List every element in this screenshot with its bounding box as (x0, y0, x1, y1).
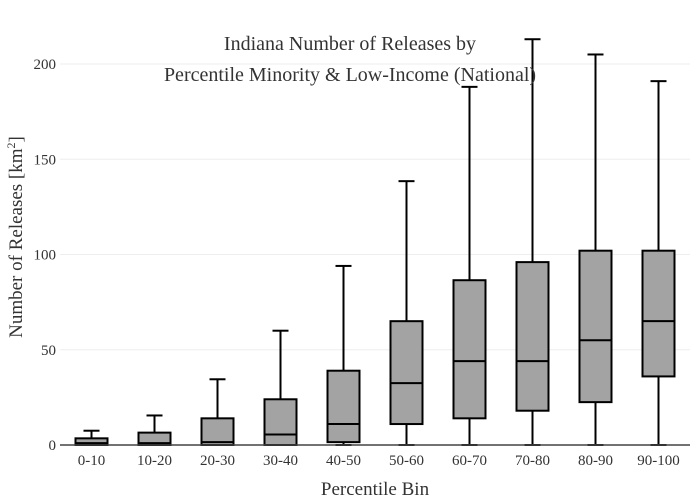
y-axis-label-main: Number of Releases [km (6, 148, 27, 338)
x-tick-label: 90-100 (637, 453, 680, 469)
y-tick-label: 50 (41, 343, 56, 359)
iqr-box (515, 261, 550, 412)
iqr-box (326, 369, 361, 444)
iqr-box (263, 398, 298, 446)
x-tick-label: 10-20 (137, 453, 172, 469)
box-90-100 (641, 80, 676, 446)
box-10-20 (137, 414, 172, 446)
y-tick-labels: 0 50 100 150 200 (34, 57, 57, 454)
x-axis-label: Percentile Bin (321, 479, 430, 500)
y-tick-label: 100 (34, 248, 57, 264)
y-tick-label: 200 (34, 57, 57, 73)
x-tick-label: 0-10 (78, 453, 106, 469)
x-tick-labels: 0-10 10-20 20-30 30-40 40-50 50-60 60-70 70-80 8… (78, 453, 680, 469)
iqr-box (641, 249, 676, 378)
iqr-box (452, 279, 487, 420)
box-60-70 (452, 85, 487, 446)
y-tick-label: 150 (34, 152, 57, 168)
x-tick-label: 30-40 (263, 453, 298, 469)
box-50-60 (389, 180, 424, 446)
iqr-box (200, 417, 235, 446)
box-80-90 (578, 53, 613, 446)
x-tick-label: 80-90 (578, 453, 613, 469)
x-tick-label: 70-80 (515, 453, 550, 469)
chart-title-line-1: Indiana Number of Releases by (224, 33, 476, 55)
box-30-40 (263, 329, 298, 446)
box-40-50 (326, 264, 361, 446)
box-70-80 (515, 38, 550, 446)
iqr-box (578, 249, 613, 404)
iqr-box (389, 320, 424, 426)
box-0-10 (74, 429, 109, 446)
x-tick-label: 20-30 (200, 453, 235, 469)
x-tick-label: 60-70 (452, 453, 487, 469)
y-tick-label: 0 (49, 438, 57, 454)
y-axis-label-superscript: 2 (4, 142, 18, 148)
x-tick-label: 40-50 (326, 453, 361, 469)
boxes (74, 38, 676, 446)
box-20-30 (200, 378, 235, 446)
chart-title-line-2: Percentile Minority & Low-Income (Nation… (164, 64, 536, 86)
y-axis-label-end: ] (6, 136, 27, 142)
y-axis-label: Number of Releases [km2] (4, 136, 27, 338)
x-tick-label: 50-60 (389, 453, 424, 469)
